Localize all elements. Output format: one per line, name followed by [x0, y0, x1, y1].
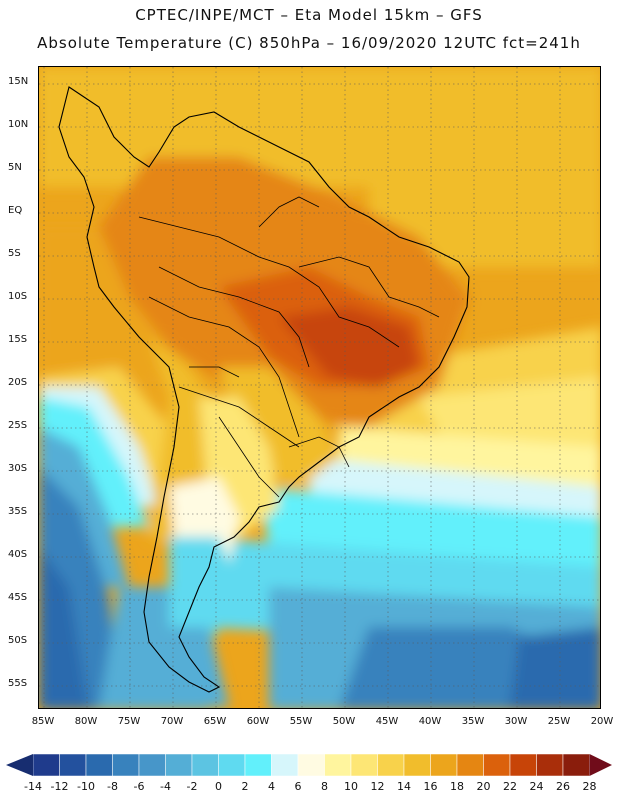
lat-label: 30S — [8, 463, 28, 474]
lat-label: 40S — [8, 549, 28, 560]
coastline — [58, 86, 470, 693]
lat-label: 25S — [8, 420, 28, 431]
colorbar-tick-label: 2 — [241, 780, 249, 793]
country-borders — [138, 196, 440, 498]
colorbar-tick-label: 14 — [397, 780, 411, 793]
lat-label: 15S — [8, 334, 28, 345]
lon-label: 50W — [332, 716, 356, 727]
colorbar-tick-label: 26 — [556, 780, 570, 793]
colorbar-swatch — [536, 753, 564, 777]
title-line-1: CPTEC/INPE/MCT – Eta Model 15km – GFS — [135, 6, 483, 24]
colorbar-tick-label: -4 — [160, 780, 171, 793]
colorbar-tick-label: 12 — [370, 780, 385, 793]
lat-label: 5S — [8, 248, 21, 259]
colorbar-swatch — [138, 753, 166, 777]
lon-label: 35W — [461, 716, 485, 727]
colorbar-swatch — [456, 753, 484, 777]
lat-label: 50S — [8, 635, 28, 646]
colorbar-swatch — [218, 753, 246, 777]
lon-label: 60W — [246, 716, 270, 727]
colorbar-tick-label: 28 — [582, 780, 597, 793]
lon-label: 25W — [547, 716, 571, 727]
colorbar-swatch — [271, 753, 299, 777]
colorbar-swatch — [562, 753, 590, 777]
colorbar-tick-label: -2 — [186, 780, 198, 793]
lat-lon-grid — [39, 67, 600, 708]
colorbar-tick-label: 20 — [476, 780, 491, 793]
colorbar-swatch — [403, 753, 431, 777]
colorbar-swatch — [324, 753, 352, 777]
title-line-2: Absolute Temperature (C) 850hPa – 16/09/… — [37, 34, 581, 52]
colorbar-high-arrow — [589, 754, 612, 776]
lon-label: 45W — [375, 716, 399, 727]
colorbar-swatch — [377, 753, 405, 777]
colorbar-swatch — [350, 753, 378, 777]
colorbar-tick-label: 4 — [268, 780, 275, 793]
colorbar-tick-label: 0 — [215, 780, 222, 793]
colorbar-tick-label: 22 — [503, 780, 517, 793]
colorbar-tick-label: 16 — [423, 780, 438, 793]
colorbar-tick-label: -8 — [107, 780, 118, 793]
lat-label: 45S — [8, 592, 28, 603]
temperature-map — [39, 67, 600, 708]
lon-label: 20W — [590, 716, 614, 727]
colorbar-swatch — [509, 753, 537, 777]
lat-label: 5N — [8, 162, 22, 173]
lon-label: 40W — [418, 716, 442, 727]
lon-label: 80W — [74, 716, 98, 727]
map-panel — [38, 66, 601, 709]
colorbar-swatch — [112, 753, 140, 777]
colorbar-swatch — [430, 753, 458, 777]
colorbar-tick-label: -6 — [133, 780, 145, 793]
lat-label: 10S — [8, 291, 28, 302]
colorbar-low-arrow — [6, 754, 33, 776]
lon-label: 70W — [160, 716, 184, 727]
lat-label: 20S — [8, 377, 28, 388]
colorbar-swatch — [244, 753, 272, 777]
colorbar-tick-label: -10 — [77, 780, 95, 793]
colorbar-tick-label: 18 — [450, 780, 464, 793]
colorbar-swatch — [85, 753, 113, 777]
colorbar-tick-label: -14 — [24, 780, 42, 793]
colorbar-swatch — [191, 753, 219, 777]
colorbar-swatch — [297, 753, 325, 777]
lon-label: 55W — [289, 716, 313, 727]
colorbar-tick-label: 6 — [294, 780, 302, 793]
lon-label: 30W — [504, 716, 528, 727]
colorbar-swatch — [59, 753, 87, 777]
lon-label: 65W — [203, 716, 227, 727]
lon-label: 85W — [31, 716, 55, 727]
colorbar-tick-label: -12 — [50, 780, 69, 793]
lon-label: 75W — [117, 716, 141, 727]
lat-label: 35S — [8, 506, 28, 517]
lat-label: 15N — [8, 76, 29, 87]
colorbar-swatch — [165, 753, 193, 777]
colorbar-tick-label: 24 — [529, 780, 544, 793]
colorbar-tick-label: 8 — [321, 780, 328, 793]
colorbar-swatches — [6, 753, 612, 777]
lat-label: 55S — [8, 678, 28, 689]
colorbar-tick-label: 10 — [344, 780, 358, 793]
colorbar-swatch — [483, 753, 511, 777]
colorbar-swatch — [32, 753, 60, 777]
lat-label: EQ — [8, 205, 23, 216]
lat-label: 10N — [8, 119, 29, 130]
